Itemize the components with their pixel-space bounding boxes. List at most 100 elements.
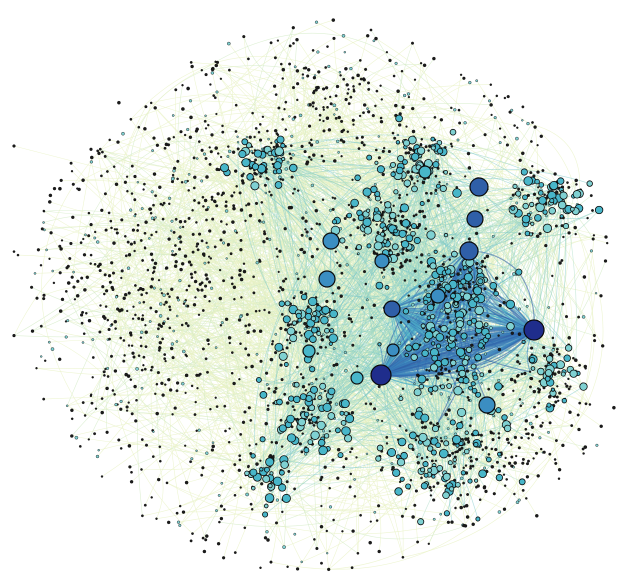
node bbox=[184, 480, 189, 485]
node bbox=[265, 371, 269, 375]
node bbox=[229, 252, 233, 256]
node bbox=[154, 392, 157, 395]
node bbox=[151, 149, 154, 152]
node bbox=[354, 174, 361, 182]
node bbox=[512, 389, 515, 392]
node bbox=[360, 306, 365, 310]
node bbox=[425, 191, 428, 195]
node bbox=[352, 85, 355, 88]
node bbox=[112, 241, 116, 245]
node bbox=[79, 241, 83, 245]
node bbox=[233, 493, 237, 497]
node bbox=[184, 321, 188, 325]
node bbox=[200, 288, 204, 292]
node bbox=[149, 101, 153, 105]
node bbox=[221, 130, 225, 134]
node bbox=[89, 253, 93, 257]
node bbox=[353, 495, 357, 498]
node bbox=[283, 108, 286, 111]
edge bbox=[111, 262, 126, 356]
edge bbox=[380, 329, 535, 376]
node bbox=[295, 272, 299, 275]
node bbox=[388, 250, 394, 256]
node bbox=[172, 169, 176, 173]
node bbox=[424, 145, 428, 149]
node bbox=[273, 56, 277, 60]
node bbox=[410, 176, 414, 180]
node bbox=[525, 475, 530, 479]
node bbox=[449, 321, 452, 324]
node bbox=[603, 259, 608, 263]
node bbox=[425, 455, 429, 459]
node bbox=[100, 174, 103, 178]
node bbox=[331, 458, 335, 462]
node bbox=[529, 171, 533, 175]
edge bbox=[201, 32, 452, 109]
node bbox=[518, 232, 521, 236]
edge bbox=[265, 147, 417, 170]
node bbox=[301, 384, 306, 389]
node bbox=[511, 193, 515, 197]
edge bbox=[525, 214, 573, 430]
node bbox=[376, 231, 380, 235]
node bbox=[185, 288, 189, 292]
node bbox=[510, 205, 516, 211]
node bbox=[420, 323, 426, 329]
edge bbox=[84, 254, 440, 317]
node bbox=[453, 319, 456, 323]
node bbox=[474, 353, 482, 362]
node bbox=[189, 263, 193, 267]
node bbox=[205, 208, 209, 212]
node bbox=[350, 566, 354, 570]
node bbox=[259, 566, 262, 570]
node bbox=[345, 263, 349, 267]
node bbox=[252, 329, 256, 333]
node bbox=[109, 219, 113, 223]
node bbox=[290, 175, 294, 179]
node bbox=[416, 179, 419, 183]
node bbox=[381, 172, 385, 177]
node bbox=[134, 313, 137, 317]
node bbox=[52, 281, 56, 285]
node bbox=[574, 178, 578, 183]
node bbox=[333, 113, 336, 116]
node bbox=[333, 159, 337, 163]
node bbox=[355, 456, 358, 459]
node bbox=[402, 139, 411, 147]
node bbox=[129, 208, 133, 212]
node bbox=[195, 449, 198, 452]
node bbox=[182, 349, 186, 354]
node bbox=[60, 297, 65, 302]
node bbox=[289, 156, 293, 160]
node bbox=[415, 175, 419, 179]
node bbox=[422, 63, 427, 68]
node bbox=[352, 88, 355, 91]
node bbox=[280, 143, 286, 149]
node bbox=[164, 383, 167, 386]
node bbox=[494, 276, 499, 280]
node bbox=[98, 262, 102, 267]
node bbox=[509, 412, 514, 417]
node bbox=[410, 337, 414, 341]
node bbox=[529, 385, 532, 389]
node bbox=[158, 314, 163, 318]
node bbox=[233, 169, 238, 173]
node bbox=[91, 356, 95, 359]
node bbox=[356, 365, 359, 368]
edge bbox=[188, 174, 204, 198]
node bbox=[430, 313, 436, 320]
node bbox=[592, 333, 596, 338]
node bbox=[450, 106, 453, 110]
node bbox=[486, 208, 489, 212]
node bbox=[300, 450, 304, 454]
node bbox=[366, 243, 372, 249]
node bbox=[373, 407, 377, 411]
node bbox=[413, 236, 421, 245]
edge bbox=[380, 329, 535, 376]
node bbox=[479, 372, 485, 378]
node bbox=[141, 514, 144, 518]
node bbox=[171, 114, 175, 117]
node bbox=[551, 274, 554, 278]
node bbox=[126, 240, 130, 244]
node bbox=[439, 436, 443, 440]
